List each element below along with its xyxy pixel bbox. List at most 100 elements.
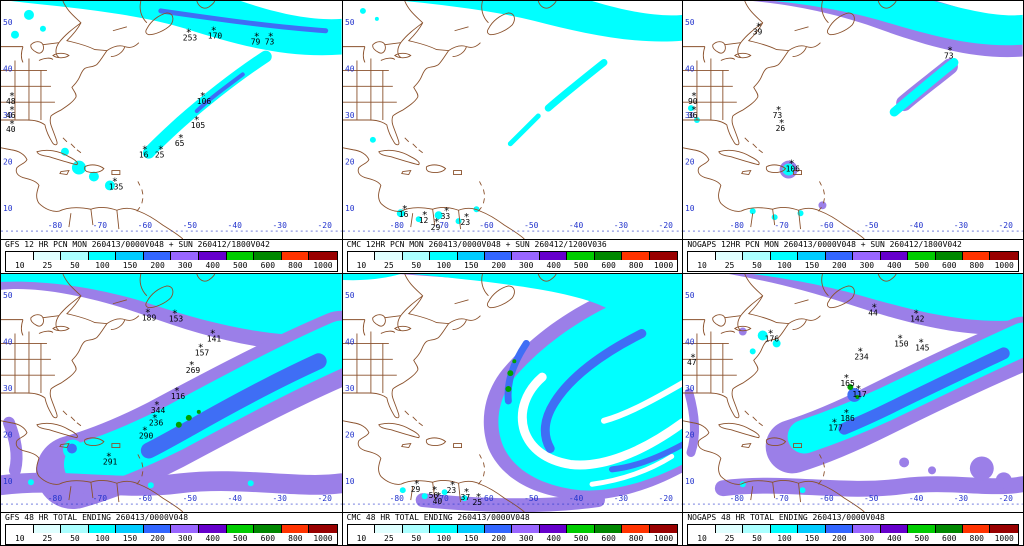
- colorbar-swatch: [457, 525, 485, 533]
- lat-label: 10: [345, 477, 355, 486]
- station-marker-icon: *: [186, 28, 192, 39]
- lon-label: -70: [434, 221, 449, 230]
- colorbar-cell: 800: [963, 252, 991, 271]
- station-value: 48: [6, 97, 16, 106]
- station-value: 157: [195, 348, 210, 357]
- station-value: 291: [103, 457, 118, 466]
- station-marker-icon: *: [779, 118, 785, 129]
- lon-label: -60: [138, 221, 153, 230]
- colorbar-cell: 600: [935, 525, 964, 544]
- station-value: 135: [109, 182, 124, 191]
- colorbar-cell: 150: [457, 252, 485, 271]
- colorbar-cell: 25: [715, 252, 744, 271]
- station-value: 25: [155, 151, 165, 160]
- colorbar-cell: 50: [61, 252, 89, 271]
- lon-label: -70: [775, 494, 790, 503]
- colorbar-swatch: [743, 525, 771, 533]
- station-value: 44: [869, 309, 879, 318]
- colorbar-cell: 25: [33, 525, 62, 544]
- precip-shading: [359, 1, 683, 225]
- colorbar-swatch: [171, 525, 199, 533]
- panel-cmc-12hr: -80 -70 -60 -50 -40 -30 -20 50 40 30 20 10 * 16 * 12 * 33…: [341, 1, 683, 273]
- map-overlay: -80 -70 -60 -50 -40 -30 -205040302010*39*73*73…: [683, 18, 1023, 232]
- colorbar-cell: 50: [402, 252, 431, 271]
- station-value: 153: [169, 315, 184, 324]
- colorbar-cell: 25: [375, 525, 403, 544]
- colorbar-cell: 200: [143, 525, 172, 544]
- colorbar-value: 300: [177, 534, 193, 543]
- lon-label: -40: [909, 221, 924, 230]
- colorbar-value: 800: [969, 534, 984, 543]
- station-marker-icon: *: [172, 309, 178, 320]
- colorbar-value: 150: [804, 261, 820, 270]
- colorbar-swatch: [770, 252, 799, 260]
- colorbar-cell: 50: [61, 525, 89, 544]
- colorbar-cell: 10: [6, 252, 34, 271]
- lat-label: 40: [345, 64, 355, 73]
- station-marker-icon: *: [691, 105, 697, 116]
- colorbar-value: 400: [205, 534, 220, 543]
- colorbar-swatch: [963, 252, 991, 260]
- colorbar-swatch: [430, 252, 458, 260]
- station-value: 236: [149, 419, 164, 428]
- lon-label: -60: [479, 494, 494, 503]
- colorbar-value: 100: [436, 261, 452, 270]
- colorbar-swatch: [853, 252, 881, 260]
- colorbar-cell: 500: [226, 525, 255, 544]
- colorbar-value: 150: [804, 534, 820, 543]
- colorbar-value: 500: [233, 534, 248, 543]
- lat-label: 30: [3, 111, 13, 120]
- panel-nogaps-12hr: -80 -70 -60 -50 -40 -30 -20 50 40 30 20 10 * 39 * 73 * 73…: [682, 1, 1023, 273]
- colorbar-cell: 10: [347, 252, 376, 271]
- lon-label: -20: [999, 221, 1014, 230]
- lat-label: 50: [685, 18, 695, 27]
- lat-label: 20: [685, 158, 695, 167]
- station-marker-icon: *: [106, 451, 112, 462]
- colorbar-value: 800: [628, 534, 644, 543]
- coastlines: [342, 1, 557, 239]
- colorbar-cell: 100: [430, 252, 458, 271]
- colorbar-swatch: [281, 525, 310, 533]
- colorbar-value: 10: [356, 261, 367, 270]
- station-marker-icon: *: [832, 418, 838, 429]
- colorbar-value: 25: [42, 261, 53, 270]
- colorbar-cell: 1000: [649, 525, 678, 544]
- lon-label: -30: [613, 494, 628, 503]
- colorbar-swatch: [963, 525, 991, 533]
- station-value: 26: [776, 124, 786, 133]
- lat-label: 30: [685, 111, 695, 120]
- station-marker-icon: *: [152, 413, 158, 424]
- colorbar-swatch: [375, 252, 403, 260]
- colorbar-value: 800: [288, 261, 303, 270]
- station-marker-icon: *: [789, 159, 795, 170]
- colorbar: 10 25 50 100 150 200 300 400 500 600 800 1000: [343, 250, 683, 273]
- colorbar-cell: 10: [688, 525, 716, 544]
- colorbar-value: 800: [969, 261, 984, 270]
- colorbar-swatch: [33, 252, 62, 260]
- colorbar-cell: 400: [539, 252, 568, 271]
- station-marker-icon: *: [844, 373, 850, 384]
- panel-gfs-48hr: -80 -70 -60 -50 -40 -30 -20 50 40 30 20 10 * 189 * 153 *…: [1, 273, 342, 545]
- colorbar-value: 500: [914, 261, 930, 270]
- colorbar-swatch: [649, 525, 678, 533]
- colorbar-swatch: [594, 252, 623, 260]
- station-value: 186: [841, 414, 856, 423]
- station-marker-icon: *: [198, 342, 204, 353]
- colorbar-value: 1000: [653, 534, 674, 543]
- colorbar-swatch: [688, 525, 716, 533]
- colorbar-swatch: [457, 252, 485, 260]
- colorbar-value: 10: [697, 261, 707, 270]
- station-marker-icon: *: [142, 145, 148, 156]
- colorbar-value: 200: [150, 534, 165, 543]
- colorbar-value: 100: [777, 261, 792, 270]
- colorbar-cell: 150: [798, 525, 826, 544]
- colorbar-cell: 50: [743, 525, 771, 544]
- colorbar-value: 1000: [313, 534, 333, 543]
- station-marker-icon: *: [913, 309, 919, 320]
- colorbar-swatch: [825, 525, 854, 533]
- colorbar-cell: 200: [825, 252, 854, 271]
- colorbar-value: 50: [752, 261, 762, 270]
- lat-label: 30: [345, 384, 355, 393]
